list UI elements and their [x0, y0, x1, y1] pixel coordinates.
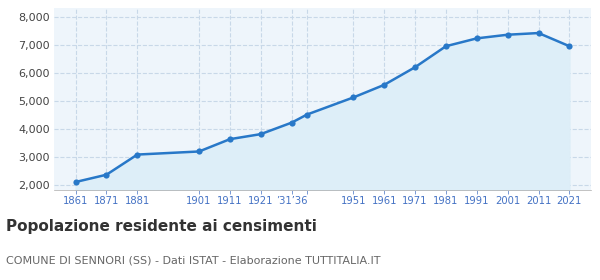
Point	[287, 120, 296, 125]
Text: Popolazione residente ai censimenti: Popolazione residente ai censimenti	[6, 219, 317, 234]
Point	[534, 31, 544, 35]
Point	[472, 36, 482, 41]
Point	[225, 137, 235, 141]
Point	[503, 32, 512, 37]
Point	[441, 44, 451, 48]
Point	[349, 95, 358, 100]
Text: COMUNE DI SENNORI (SS) - Dati ISTAT - Elaborazione TUTTITALIA.IT: COMUNE DI SENNORI (SS) - Dati ISTAT - El…	[6, 255, 380, 265]
Point	[101, 172, 111, 177]
Point	[565, 44, 574, 48]
Point	[410, 65, 420, 69]
Point	[133, 152, 142, 157]
Point	[379, 83, 389, 87]
Point	[71, 180, 80, 184]
Point	[256, 132, 266, 136]
Point	[194, 149, 204, 154]
Point	[302, 112, 312, 117]
